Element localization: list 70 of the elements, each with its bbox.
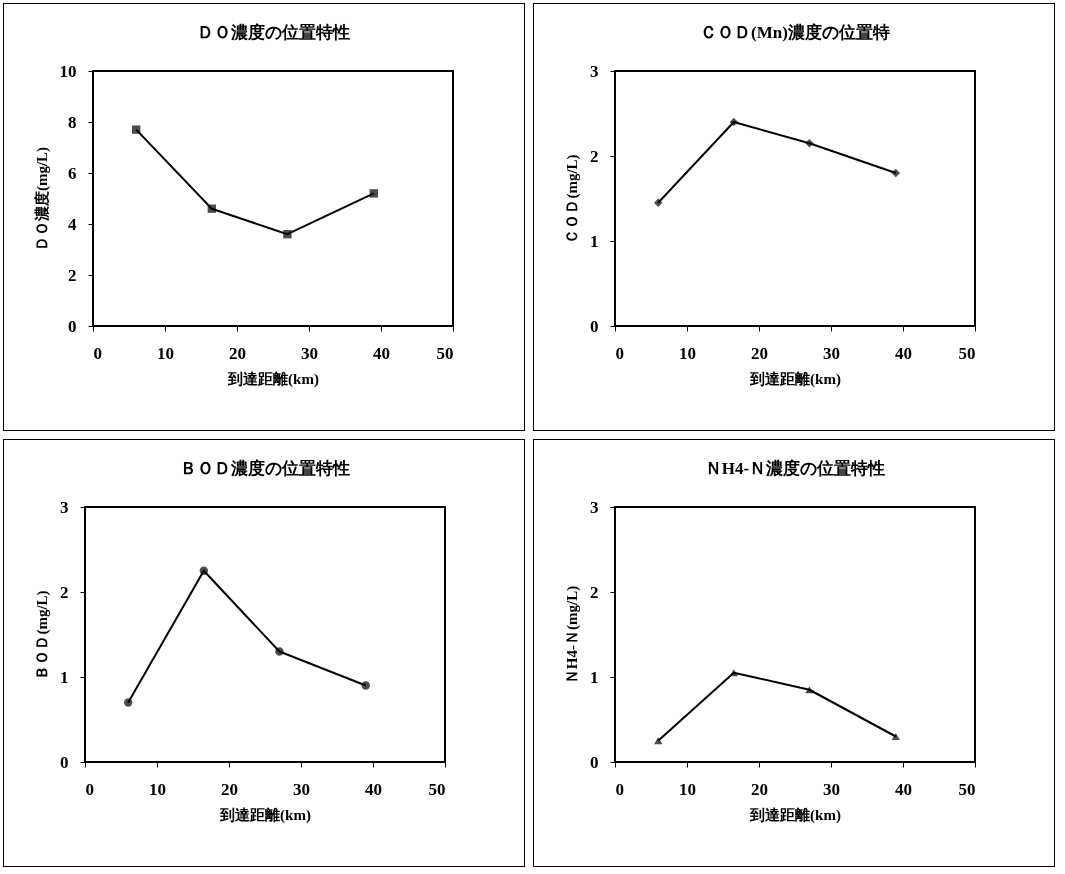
point xyxy=(275,647,284,656)
x-tick-label: 30 xyxy=(301,343,318,363)
y-axis-title: ＮH4-Ｎ(mg/L) xyxy=(564,585,581,685)
x-tick-label: 0 xyxy=(85,779,94,799)
point xyxy=(199,566,208,575)
x-tick-label: 40 xyxy=(895,343,912,363)
x-tick-label: 20 xyxy=(751,343,768,363)
y-axis-title: ＣＯＤ(mg/L) xyxy=(564,154,581,244)
point xyxy=(729,669,738,677)
point xyxy=(369,189,378,198)
point xyxy=(729,117,738,127)
y-tick-label: 2 xyxy=(590,146,599,166)
point xyxy=(891,732,900,741)
x-tick-label: 40 xyxy=(365,779,382,799)
x-tick-label: 0 xyxy=(615,343,624,363)
y-axis-title: ＢＯＤ(mg/L) xyxy=(34,590,51,680)
x-axis-title: 到達距離(km) xyxy=(227,370,319,388)
y-tick-label: 6 xyxy=(68,163,77,183)
y-tick-label: 3 xyxy=(590,61,599,81)
point xyxy=(654,198,663,207)
x-tick-label: 20 xyxy=(229,343,246,363)
x-axis-title: 到達距離(km) xyxy=(219,806,311,824)
x-tick-label: 10 xyxy=(157,343,174,363)
chart-title: ＤＯ濃度の位置特性 xyxy=(196,23,350,42)
y-tick-label: 0 xyxy=(60,752,69,772)
x-tick-label: 30 xyxy=(823,779,840,799)
y-tick-label: 10 xyxy=(59,61,77,81)
y-tick-label: 3 xyxy=(590,497,599,517)
x-axis-title: 到達距離(km) xyxy=(749,370,841,388)
y-tick-label: 0 xyxy=(590,316,599,336)
x-tick-label: 40 xyxy=(373,343,390,363)
y-tick-label: 2 xyxy=(68,265,77,285)
x-tick-label: 20 xyxy=(221,779,238,799)
point xyxy=(654,737,663,745)
y-tick-label: 3 xyxy=(60,497,69,517)
x-tick-label: 30 xyxy=(823,343,840,363)
x-tick-label: 40 xyxy=(895,779,912,799)
x-tick-label: 50 xyxy=(436,343,454,363)
y-axis-title: ＤＯ濃度(mg/L) xyxy=(32,146,51,252)
x-tick-label: 0 xyxy=(93,343,102,363)
y-tick-label: 1 xyxy=(590,667,599,687)
x-tick-label: 20 xyxy=(751,779,768,799)
x-tick-label: 10 xyxy=(149,779,166,799)
x-tick-label: 10 xyxy=(679,779,696,799)
point xyxy=(132,125,141,134)
y-tick-label: 1 xyxy=(590,231,599,251)
y-tick-label: 8 xyxy=(68,112,77,132)
y-tick-label: 2 xyxy=(60,582,69,602)
point xyxy=(805,686,814,694)
point xyxy=(283,230,292,239)
y-tick-label: 1 xyxy=(60,667,69,687)
point xyxy=(805,139,814,148)
x-tick-label: 0 xyxy=(615,779,624,799)
chart-title: ＢＯＤ濃度の位置特性 xyxy=(180,459,350,478)
x-tick-label: 50 xyxy=(958,779,976,799)
y-tick-label: 2 xyxy=(590,582,599,602)
point xyxy=(124,698,133,707)
point xyxy=(207,204,216,213)
chart-title: ＮH4-Ｎ濃度の位置特性 xyxy=(704,459,886,478)
y-tick-label: 0 xyxy=(590,752,599,772)
point xyxy=(891,168,900,178)
x-tick-label: 50 xyxy=(428,779,446,799)
x-axis-title: 到達距離(km) xyxy=(749,806,841,824)
x-tick-label: 50 xyxy=(958,343,976,363)
x-tick-label: 10 xyxy=(679,343,696,363)
point xyxy=(361,681,370,690)
y-tick-label: 4 xyxy=(68,214,77,234)
x-tick-label: 30 xyxy=(293,779,310,799)
chart-title: ＣＯＤ(Mn)濃度の位置特 xyxy=(700,23,890,42)
y-tick-label: 0 xyxy=(68,316,77,336)
